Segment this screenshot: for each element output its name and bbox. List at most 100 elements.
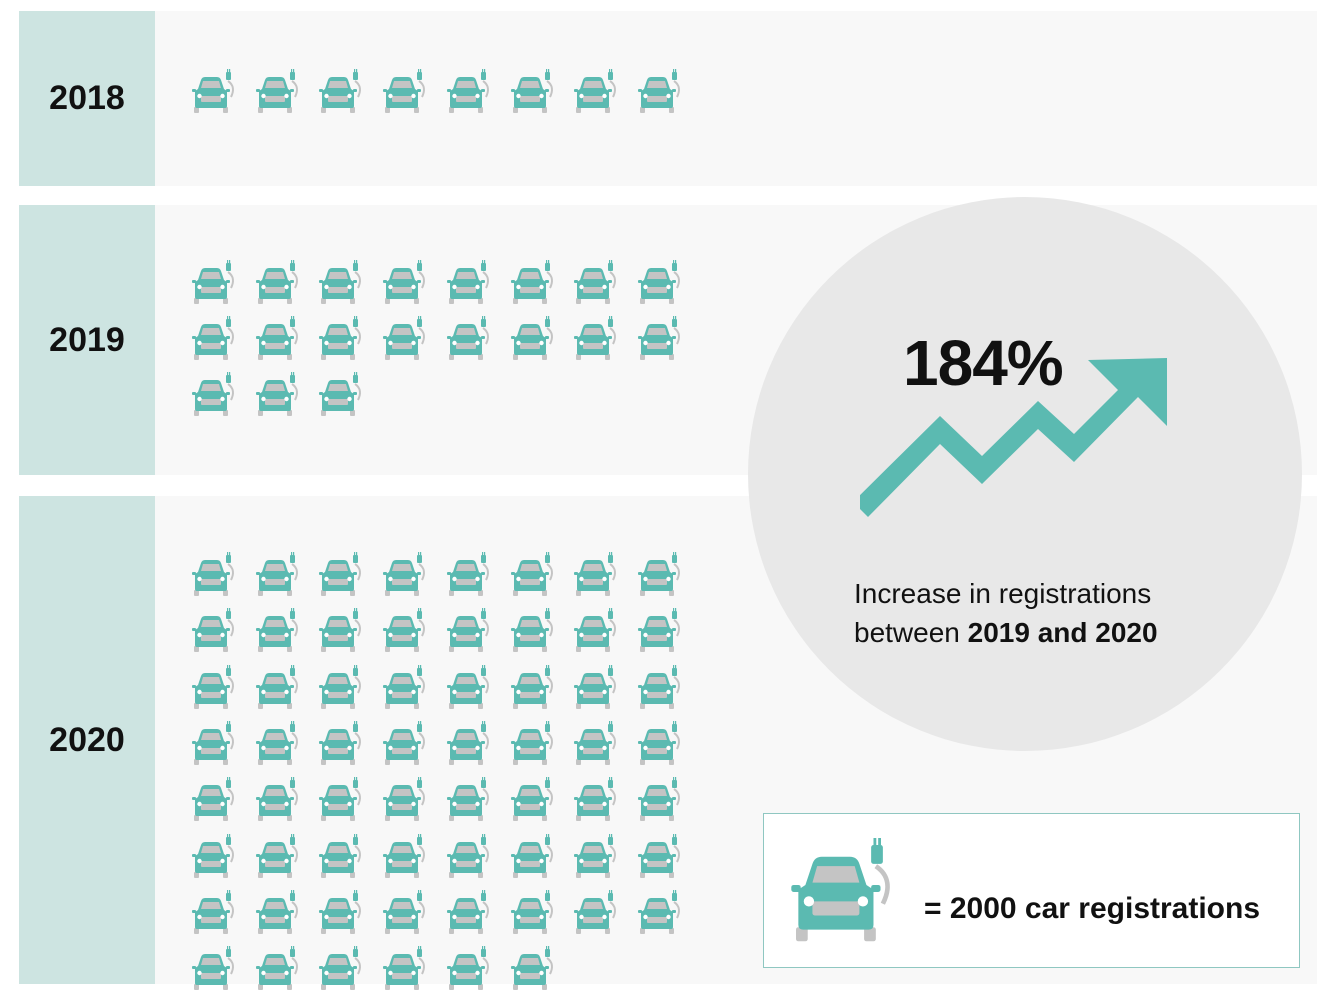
car-icon xyxy=(319,946,362,991)
car-icon xyxy=(192,946,234,991)
car-icon xyxy=(637,552,680,596)
caption-line-2-prefix: between xyxy=(854,617,968,648)
car-icon xyxy=(192,720,234,765)
car-icon xyxy=(319,608,362,653)
car-icon xyxy=(446,69,489,113)
car-icon xyxy=(383,946,426,991)
car-icon xyxy=(319,720,362,765)
car-icon xyxy=(446,889,489,934)
car-icon xyxy=(383,720,426,765)
car-icon xyxy=(255,889,298,934)
car-icon xyxy=(255,372,298,416)
car-icon xyxy=(446,316,489,360)
car-icon xyxy=(383,664,426,709)
car-icon xyxy=(446,608,489,653)
car-icon xyxy=(446,664,489,709)
car-icon xyxy=(446,260,489,304)
car-icon xyxy=(574,889,617,934)
car-icon xyxy=(319,777,362,822)
car-icon xyxy=(510,316,553,360)
car-icon xyxy=(574,833,617,878)
car-icon xyxy=(574,608,617,653)
row-2018: 2018 xyxy=(19,11,1317,186)
year-label-2019: 2019 xyxy=(19,205,155,475)
car-icon xyxy=(510,777,553,822)
car-icon xyxy=(255,664,298,709)
car-icon xyxy=(574,69,617,113)
car-icon xyxy=(446,833,489,878)
car-icon xyxy=(192,777,234,822)
car-icon xyxy=(319,552,362,596)
car-icon xyxy=(383,260,426,304)
car-icon xyxy=(510,833,553,878)
car-icon xyxy=(637,720,680,765)
car-icon xyxy=(446,946,489,991)
caption-line-2: between 2019 and 2020 xyxy=(854,613,1158,652)
electric-car-icon xyxy=(791,838,890,942)
car-icon xyxy=(446,552,489,596)
car-icon xyxy=(574,552,617,596)
car-icon xyxy=(383,316,426,360)
car-icon xyxy=(192,69,234,113)
car-icon xyxy=(446,720,489,765)
car-icon xyxy=(383,552,426,596)
car-icon xyxy=(637,777,680,822)
car-icon xyxy=(637,664,680,709)
car-icon xyxy=(255,777,298,822)
car-icon xyxy=(510,946,553,991)
car-icon xyxy=(383,833,426,878)
car-icon xyxy=(255,260,298,304)
car-icon xyxy=(192,552,234,596)
car-icon xyxy=(637,889,680,934)
car-icon xyxy=(319,372,362,416)
car-icon xyxy=(637,608,680,653)
car-icon xyxy=(637,833,680,878)
year-label-2018: 2018 xyxy=(19,11,155,186)
car-icon xyxy=(319,833,362,878)
car-icon xyxy=(383,608,426,653)
highlight-circle xyxy=(748,197,1302,751)
car-icon xyxy=(637,316,680,360)
car-icon xyxy=(574,316,617,360)
car-icon xyxy=(574,260,617,304)
car-icon xyxy=(192,260,234,304)
car-icon xyxy=(319,69,362,113)
increase-percentage: 184% xyxy=(903,327,1064,399)
car-icon xyxy=(574,664,617,709)
car-icon xyxy=(510,552,553,596)
car-icon xyxy=(510,664,553,709)
car-icon xyxy=(255,720,298,765)
legend-box: = 2000 car registrations xyxy=(763,813,1300,968)
legend-label: = 2000 car registrations xyxy=(924,892,1261,925)
car-icon xyxy=(255,608,298,653)
car-icon xyxy=(383,777,426,822)
trend-arrow-icon xyxy=(860,358,1167,517)
car-icon xyxy=(510,889,553,934)
car-icon xyxy=(192,664,234,709)
car-icon xyxy=(192,372,234,416)
car-icon xyxy=(319,260,362,304)
car-icon xyxy=(574,720,617,765)
car-icon xyxy=(510,608,553,653)
caption-years: 2019 and 2020 xyxy=(967,617,1158,648)
car-icon xyxy=(192,889,234,934)
car-icon xyxy=(255,552,298,596)
increase-caption: Increase in registrations between 2019 a… xyxy=(854,574,1158,652)
car-icon xyxy=(510,260,553,304)
car-icon xyxy=(192,608,234,653)
car-icon xyxy=(574,777,617,822)
car-icon xyxy=(192,316,234,360)
caption-line-1: Increase in registrations xyxy=(854,578,1152,609)
car-icon xyxy=(319,889,362,934)
car-icon xyxy=(510,69,553,113)
car-icon xyxy=(446,777,489,822)
car-icon xyxy=(192,833,234,878)
car-icon xyxy=(255,316,298,360)
car-icon xyxy=(319,316,362,360)
car-icon xyxy=(255,946,298,991)
car-icon xyxy=(319,664,362,709)
year-label-2020: 2020 xyxy=(19,496,155,984)
car-icon xyxy=(637,260,680,304)
car-icon xyxy=(637,69,680,113)
car-icon xyxy=(255,833,298,878)
